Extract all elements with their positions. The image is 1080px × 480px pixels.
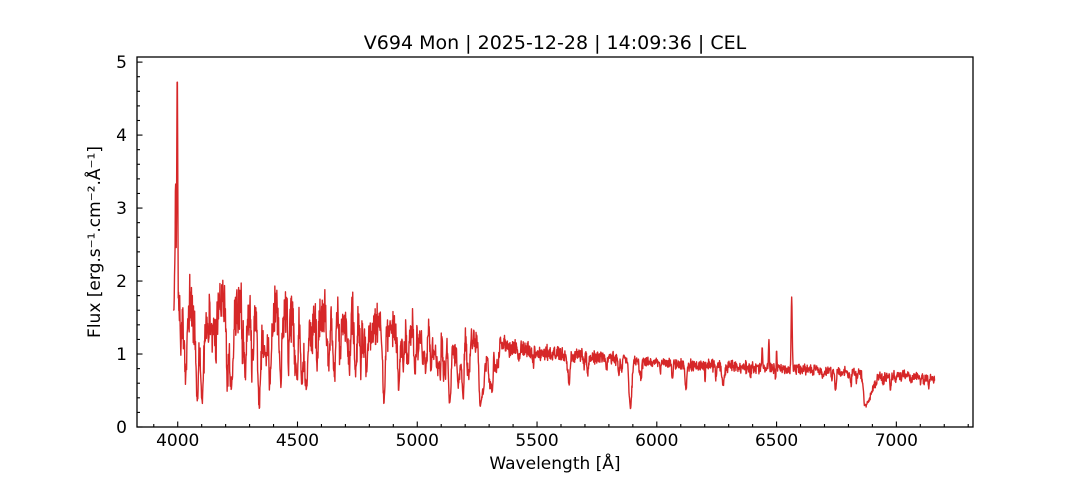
y-tick-label: 2 bbox=[116, 272, 127, 292]
x-tick-label: 4500 bbox=[276, 431, 319, 451]
y-tick-label: 4 bbox=[116, 126, 127, 146]
axis-ticks bbox=[137, 61, 969, 428]
x-tick-label: 4000 bbox=[156, 431, 199, 451]
plot-title: V694 Mon | 2025-12-28 | 14:09:36 | CEL bbox=[364, 32, 747, 54]
x-tick-label: 5000 bbox=[396, 431, 439, 451]
axes-frame bbox=[136, 56, 974, 428]
y-axis-label: Flux [erg.s⁻¹.cm⁻².Å⁻¹] bbox=[83, 146, 105, 338]
y-tick-label: 5 bbox=[116, 53, 127, 73]
y-tick-label: 3 bbox=[116, 199, 127, 219]
x-tick-label: 6500 bbox=[755, 431, 798, 451]
y-tick-label: 1 bbox=[116, 345, 127, 365]
spectrum-line bbox=[172, 81, 936, 410]
x-tick-label: 5500 bbox=[515, 431, 558, 451]
x-tick-label: 7000 bbox=[875, 431, 918, 451]
y-tick-label: 0 bbox=[116, 418, 127, 438]
axis-tick-labels: 4000 4500 5000 5500 6000 6500 7000 0 1 2 3 4 5 bbox=[116, 53, 918, 451]
x-tick-label: 6000 bbox=[635, 431, 678, 451]
x-axis-label: Wavelength [Å] bbox=[489, 452, 620, 474]
